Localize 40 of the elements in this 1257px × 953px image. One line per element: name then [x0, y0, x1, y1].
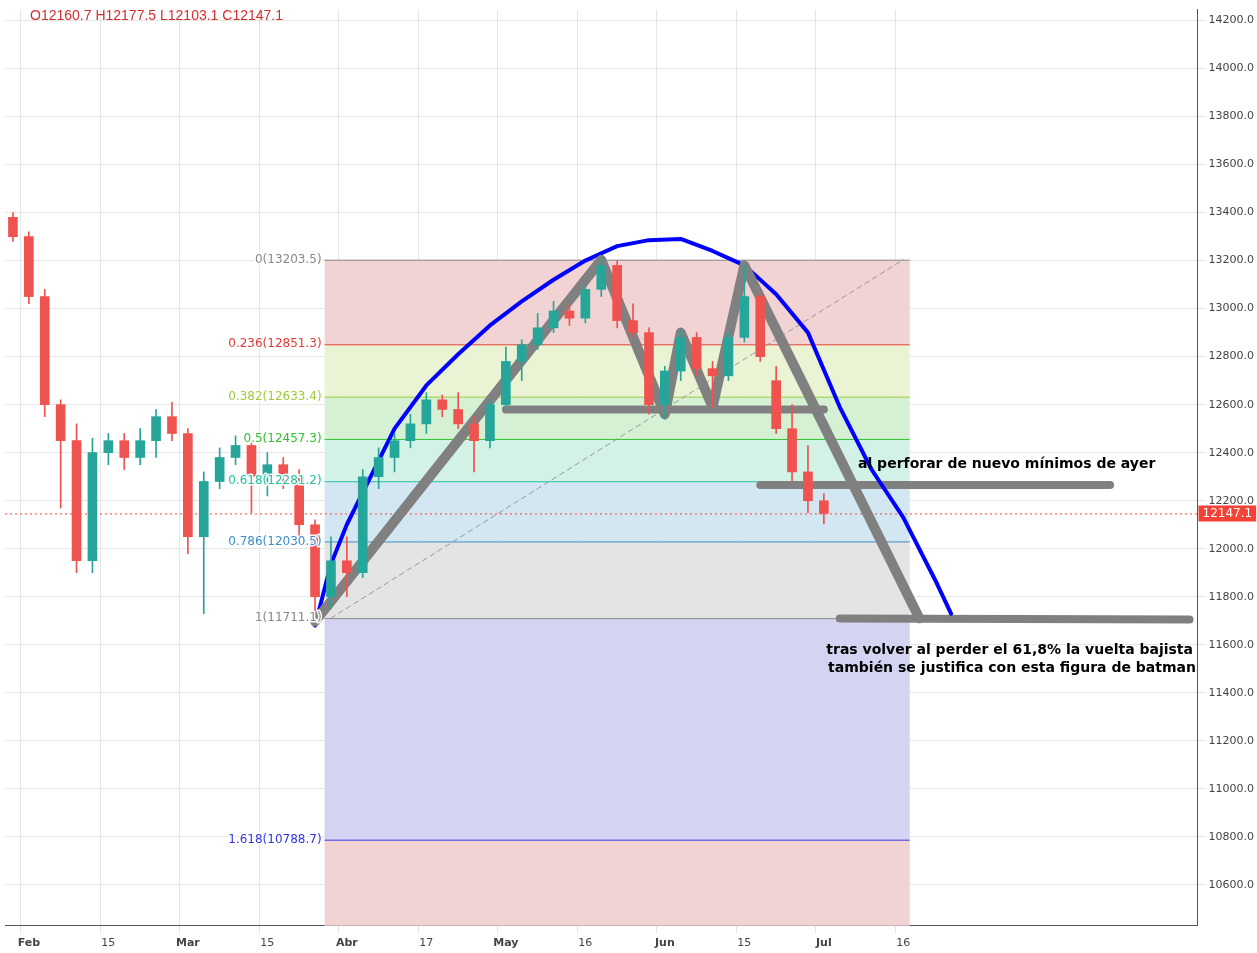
- x-tick-label: Jun: [653, 936, 675, 950]
- annotation: también se justifica con esta figura de batman: [828, 658, 1196, 675]
- x-tick-label: 16: [578, 936, 593, 950]
- y-tick-label: 13800.0: [1208, 109, 1255, 123]
- x-tick-label: Abr: [335, 936, 359, 950]
- y-tick-label: 12200.0: [1208, 493, 1255, 507]
- x-tick-label: 15: [737, 936, 752, 950]
- y-tick-label: 11200.0: [1208, 733, 1255, 747]
- y-tick-label: 10600.0: [1208, 877, 1255, 891]
- x-tick-label: Jul: [815, 936, 832, 950]
- x-tick-label: May: [493, 936, 519, 950]
- y-tick-label: 12600.0: [1208, 397, 1255, 411]
- y-tick-label: 10800.0: [1208, 829, 1255, 843]
- y-tick-label: 11600.0: [1208, 637, 1255, 651]
- y-tick-label: 11000.0: [1208, 781, 1255, 795]
- y-tick-label: 11800.0: [1208, 589, 1255, 603]
- y-tick-label: 13000.0: [1208, 301, 1255, 315]
- x-tick-label: Feb: [17, 936, 41, 950]
- y-tick-label: 14000.0: [1208, 61, 1255, 75]
- y-tick-label: 13200.0: [1208, 253, 1255, 267]
- y-tick-label: 13600.0: [1208, 157, 1255, 171]
- x-tick-label: 16: [896, 936, 911, 950]
- y-tick-label: 12800.0: [1208, 349, 1255, 363]
- x-tick-label: 15: [101, 936, 116, 950]
- x-tick-label: Mar: [175, 936, 201, 950]
- ref-line-label: 12147.1: [1202, 505, 1253, 520]
- y-tick-label: 12000.0: [1208, 541, 1255, 555]
- y-tick-label: 11400.0: [1208, 685, 1255, 699]
- ref-line-label: 0.5(12457.3): [243, 431, 322, 446]
- annotation: tras volver al perder el 61,8% la vuelta bajista: [826, 640, 1193, 657]
- ref-line-label: 0(13203.5): [254, 251, 322, 266]
- x-tick-label: 17: [419, 936, 434, 950]
- y-tick-label: 14200.0: [1208, 13, 1255, 27]
- ref-line-label: 0.382(12633.4): [228, 388, 322, 403]
- ref-line-label: 0.236(12851.3): [228, 336, 322, 351]
- annotation: O12160.7 H12177.5 L12103.1 C12147.1: [30, 6, 284, 23]
- x-tick-label: 15: [260, 936, 275, 950]
- y-tick-label: 12400.0: [1208, 445, 1255, 459]
- y-tick-label: 13400.0: [1208, 205, 1255, 219]
- ref-line-label: 1.618(10788.7): [228, 831, 322, 846]
